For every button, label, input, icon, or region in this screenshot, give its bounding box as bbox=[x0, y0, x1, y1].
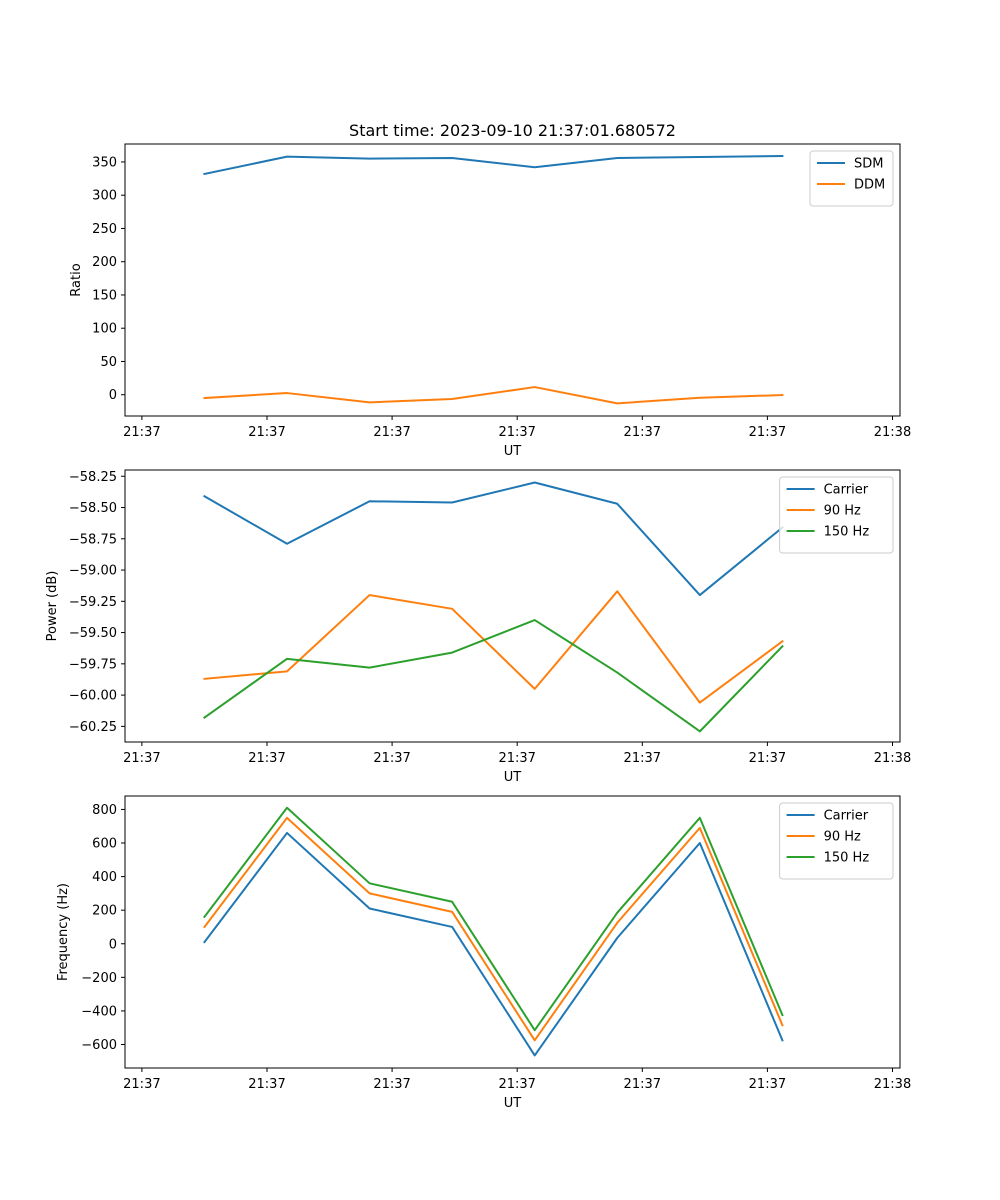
x-tick-label: 21:37 bbox=[498, 425, 535, 440]
series-line-150-hz bbox=[203, 806, 784, 1032]
y-tick-label: 0 bbox=[109, 388, 117, 403]
x-tick-label: 21:37 bbox=[123, 1077, 160, 1092]
y-axis-label: Power (dB) bbox=[45, 571, 60, 642]
x-tick-label: 21:38 bbox=[874, 1077, 911, 1092]
series-line-carrier bbox=[203, 831, 784, 1057]
y-tick-label: −59.50 bbox=[69, 626, 117, 641]
y-tick-label: 200 bbox=[92, 255, 117, 270]
series-line-90-hz bbox=[203, 590, 784, 704]
legend-label: SDM bbox=[854, 157, 883, 172]
legend-label: 90 Hz bbox=[824, 504, 861, 519]
y-tick-label: 0 bbox=[109, 937, 117, 952]
y-tick-label: −200 bbox=[81, 971, 117, 986]
x-tick-label: 21:38 bbox=[874, 751, 911, 766]
y-tick-label: 350 bbox=[92, 155, 117, 170]
y-tick-label: 400 bbox=[92, 870, 117, 885]
x-tick-label: 21:37 bbox=[373, 751, 410, 766]
y-tick-label: 300 bbox=[92, 189, 117, 204]
series-line-carrier bbox=[203, 481, 784, 597]
legend-frame bbox=[779, 802, 894, 880]
legend: Carrier 90 Hz 150 Hz bbox=[779, 476, 894, 554]
series-line-sdm bbox=[203, 154, 784, 176]
axes-1: 21:37 21:37 21:37 21:37 21:37 21:37 21:38 0 50 10… bbox=[69, 121, 911, 459]
chart-title: Start time: 2023-09-10 21:37:01.680572 bbox=[349, 121, 676, 140]
y-tick-label: 250 bbox=[92, 222, 117, 237]
y-tick-label: −58.50 bbox=[69, 501, 117, 516]
axes-frame bbox=[124, 469, 901, 743]
legend-label: 150 Hz bbox=[824, 851, 870, 866]
legend-label: 150 Hz bbox=[824, 525, 870, 540]
legend-label: DDM bbox=[854, 178, 885, 193]
x-axis-label: UT bbox=[504, 1096, 522, 1111]
x-tick-label: 21:37 bbox=[248, 1077, 285, 1092]
x-tick-label: 21:37 bbox=[624, 1077, 661, 1092]
y-axis-label: Ratio bbox=[69, 263, 84, 296]
legend: SDM DDM bbox=[809, 150, 894, 207]
y-tick-label: −59.00 bbox=[69, 564, 117, 579]
x-tick-label: 21:37 bbox=[624, 425, 661, 440]
legend-label: Carrier bbox=[824, 483, 869, 498]
x-axis-label: UT bbox=[504, 770, 522, 785]
x-tick-label: 21:37 bbox=[248, 425, 285, 440]
x-tick-label: 21:37 bbox=[749, 751, 786, 766]
series-line-150-hz bbox=[203, 619, 784, 733]
y-axis-label: Frequency (Hz) bbox=[56, 883, 71, 981]
y-tick-label: 200 bbox=[92, 904, 117, 919]
x-tick-label: 21:37 bbox=[123, 751, 160, 766]
y-tick-label: −60.25 bbox=[69, 720, 117, 735]
y-tick-label: 800 bbox=[92, 803, 117, 818]
y-tick-label: −59.75 bbox=[69, 657, 117, 672]
x-tick-label: 21:37 bbox=[373, 1077, 410, 1092]
x-axis-label: UT bbox=[504, 444, 522, 459]
x-tick-label: 21:37 bbox=[749, 425, 786, 440]
x-tick-label: 21:37 bbox=[498, 1077, 535, 1092]
x-tick-label: 21:37 bbox=[498, 751, 535, 766]
series-line-90-hz bbox=[203, 816, 784, 1042]
axes-2: 21:37 21:37 21:37 21:37 21:37 21:37 21:38 −60.2… bbox=[45, 469, 911, 785]
legend-label: 90 Hz bbox=[824, 830, 861, 845]
y-tick-label: 100 bbox=[92, 322, 117, 337]
axes-frame bbox=[124, 795, 901, 1069]
legend-frame bbox=[779, 476, 894, 554]
y-tick-label: −600 bbox=[81, 1038, 117, 1053]
y-tick-label: −60.00 bbox=[69, 689, 117, 704]
y-tick-label: −58.25 bbox=[69, 470, 117, 485]
legend: Carrier 90 Hz 150 Hz bbox=[779, 802, 894, 880]
x-tick-label: 21:37 bbox=[749, 1077, 786, 1092]
plot-area bbox=[125, 470, 900, 742]
y-tick-label: 50 bbox=[100, 355, 117, 370]
axes-frame bbox=[124, 143, 901, 417]
x-tick-label: 21:38 bbox=[874, 425, 911, 440]
x-tick-label: 21:37 bbox=[624, 751, 661, 766]
legend-frame bbox=[809, 150, 894, 207]
x-tick-label: 21:37 bbox=[373, 425, 410, 440]
x-tick-label: 21:37 bbox=[123, 425, 160, 440]
x-tick-label: 21:37 bbox=[248, 751, 285, 766]
y-tick-label: 600 bbox=[92, 837, 117, 852]
y-tick-label: −400 bbox=[81, 1004, 117, 1019]
plot-area bbox=[125, 144, 900, 416]
axes-3: 21:37 21:37 21:37 21:37 21:37 21:37 21:38 −600 −… bbox=[56, 795, 911, 1111]
y-tick-label: −58.75 bbox=[69, 532, 117, 547]
y-tick-label: 150 bbox=[92, 288, 117, 303]
y-tick-label: −59.25 bbox=[69, 595, 117, 610]
series-line-ddm bbox=[203, 386, 784, 405]
legend-label: Carrier bbox=[824, 809, 869, 824]
